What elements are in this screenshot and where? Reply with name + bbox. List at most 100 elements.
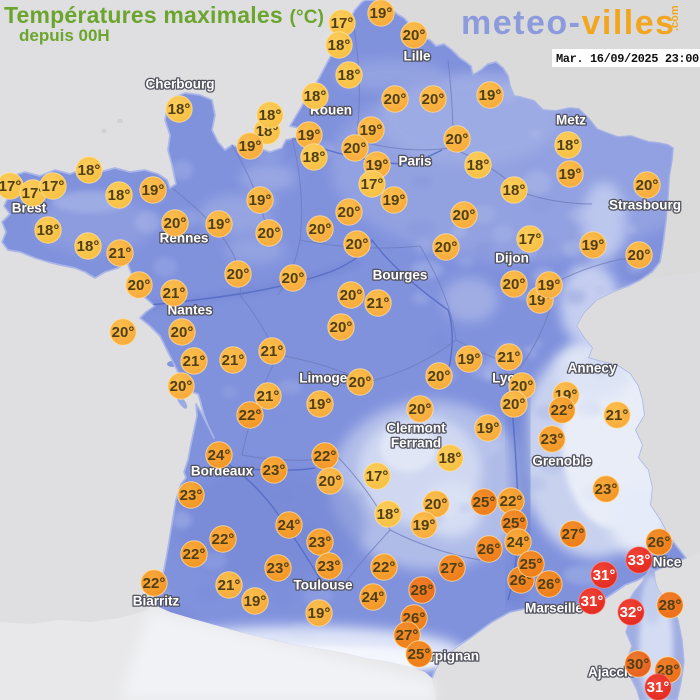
svg-text:27°: 27° xyxy=(396,627,419,644)
svg-text:24°: 24° xyxy=(278,517,301,534)
svg-text:20°: 20° xyxy=(422,91,445,108)
svg-text:19°: 19° xyxy=(308,605,331,622)
svg-text:19°: 19° xyxy=(458,351,481,368)
svg-text:19°: 19° xyxy=(383,192,406,209)
svg-text:24°: 24° xyxy=(208,447,231,464)
svg-text:27°: 27° xyxy=(441,560,464,577)
svg-text:22°: 22° xyxy=(143,575,166,592)
svg-text:21°: 21° xyxy=(261,343,284,360)
svg-text:21°: 21° xyxy=(109,245,132,262)
svg-text:Limoges: Limoges xyxy=(299,371,355,386)
svg-text:19°: 19° xyxy=(142,182,165,199)
svg-text:25°: 25° xyxy=(503,515,526,532)
svg-text:21°: 21° xyxy=(606,407,629,424)
svg-text:Clermont: Clermont xyxy=(386,421,446,436)
svg-text:17°: 17° xyxy=(366,468,389,485)
svg-text:18°: 18° xyxy=(439,450,462,467)
svg-text:20°: 20° xyxy=(349,374,372,391)
svg-text:20°: 20° xyxy=(628,247,651,264)
svg-text:Toulouse: Toulouse xyxy=(294,578,353,593)
svg-text:20°: 20° xyxy=(309,221,332,238)
svg-text:23°: 23° xyxy=(595,481,618,498)
svg-text:17°: 17° xyxy=(42,178,65,195)
svg-text:20°: 20° xyxy=(503,276,526,293)
svg-text:20°: 20° xyxy=(258,225,281,242)
svg-text:20°: 20° xyxy=(636,177,659,194)
svg-text:20°: 20° xyxy=(128,277,151,294)
svg-text:Bourges: Bourges xyxy=(373,268,428,283)
svg-text:20°: 20° xyxy=(435,239,458,256)
svg-text:19°: 19° xyxy=(366,157,389,174)
svg-text:21°: 21° xyxy=(257,388,280,405)
svg-text:23°: 23° xyxy=(267,560,290,577)
svg-text:19°: 19° xyxy=(370,5,393,22)
svg-text:19°: 19° xyxy=(239,138,262,155)
svg-text:20°: 20° xyxy=(319,473,342,490)
svg-text:20°: 20° xyxy=(446,131,469,148)
svg-text:Grenoble: Grenoble xyxy=(532,454,592,469)
svg-text:Ferrand: Ferrand xyxy=(391,436,441,451)
svg-text:31°: 31° xyxy=(593,567,616,584)
svg-text:Lille: Lille xyxy=(403,49,430,64)
svg-text:25°: 25° xyxy=(473,494,496,511)
svg-text:17°: 17° xyxy=(22,185,45,202)
svg-text:18°: 18° xyxy=(303,149,326,166)
svg-text:23°: 23° xyxy=(180,487,203,504)
svg-text:19°: 19° xyxy=(208,216,231,233)
svg-text:Annecy: Annecy xyxy=(568,361,617,376)
svg-text:18°: 18° xyxy=(37,222,60,239)
svg-text:20°: 20° xyxy=(338,204,361,221)
svg-text:19°: 19° xyxy=(309,396,332,413)
svg-text:31°: 31° xyxy=(581,593,604,610)
svg-text:21°: 21° xyxy=(183,353,206,370)
svg-text:22°: 22° xyxy=(500,493,523,510)
svg-text:18°: 18° xyxy=(304,88,327,105)
svg-text:22°: 22° xyxy=(239,407,262,424)
svg-text:20°: 20° xyxy=(403,27,426,44)
svg-text:19°: 19° xyxy=(538,277,561,294)
svg-text:20°: 20° xyxy=(425,496,448,513)
svg-text:22°: 22° xyxy=(183,546,206,563)
svg-text:19°: 19° xyxy=(477,420,500,437)
svg-text:23°: 23° xyxy=(309,534,332,551)
svg-text:17°: 17° xyxy=(361,176,384,193)
svg-text:17°: 17° xyxy=(519,231,542,248)
svg-text:20°: 20° xyxy=(170,378,193,395)
svg-text:20°: 20° xyxy=(344,140,367,157)
svg-text:25°: 25° xyxy=(408,646,431,663)
svg-text:Marseille: Marseille xyxy=(525,601,583,616)
svg-text:22°: 22° xyxy=(212,531,235,548)
svg-text:18°: 18° xyxy=(467,157,490,174)
svg-text:20°: 20° xyxy=(330,319,353,336)
svg-text:Dijon: Dijon xyxy=(495,251,529,266)
svg-text:19°: 19° xyxy=(298,127,321,144)
svg-text:Metz: Metz xyxy=(556,113,586,128)
svg-text:21°: 21° xyxy=(498,349,521,366)
svg-text:20°: 20° xyxy=(346,236,369,253)
svg-text:33°: 33° xyxy=(628,552,651,569)
svg-text:20°: 20° xyxy=(428,368,451,385)
svg-text:19°: 19° xyxy=(479,87,502,104)
svg-text:18°: 18° xyxy=(328,37,351,54)
svg-text:24°: 24° xyxy=(362,589,385,606)
svg-text:20°: 20° xyxy=(112,324,135,341)
svg-text:Nice: Nice xyxy=(653,555,682,570)
svg-text:18°: 18° xyxy=(168,101,191,118)
svg-text:23°: 23° xyxy=(263,462,286,479)
svg-text:17°: 17° xyxy=(331,15,354,32)
svg-text:18°: 18° xyxy=(77,238,100,255)
svg-text:32°: 32° xyxy=(620,604,643,621)
svg-text:19°: 19° xyxy=(249,192,272,209)
svg-text:18°: 18° xyxy=(108,187,131,204)
svg-text:20°: 20° xyxy=(227,266,250,283)
svg-text:Ajaccio: Ajaccio xyxy=(588,665,636,680)
svg-text:26°: 26° xyxy=(648,534,671,551)
svg-text:28°: 28° xyxy=(659,597,682,614)
svg-text:21°: 21° xyxy=(218,577,241,594)
svg-text:20°: 20° xyxy=(453,207,476,224)
svg-text:22°: 22° xyxy=(314,448,337,465)
svg-text:20°: 20° xyxy=(409,401,432,418)
svg-text:Paris: Paris xyxy=(398,154,431,169)
svg-text:21°: 21° xyxy=(222,352,245,369)
svg-text:18°: 18° xyxy=(557,137,580,154)
